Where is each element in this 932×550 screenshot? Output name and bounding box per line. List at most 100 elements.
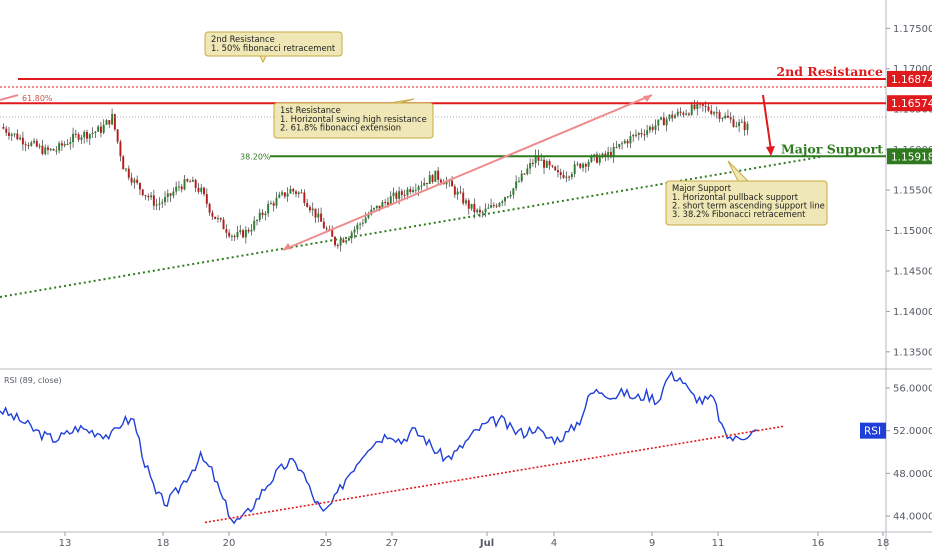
date-tick-label: 11	[712, 538, 725, 549]
candle-body	[275, 197, 278, 206]
candle-body	[490, 205, 493, 208]
candle-body	[568, 176, 571, 178]
candle-body	[136, 179, 139, 183]
candle-body	[715, 112, 718, 114]
price-tick-label: 1.17500	[893, 24, 932, 35]
candle-body	[618, 143, 621, 148]
candle-body	[629, 136, 632, 144]
candle-body	[345, 240, 348, 243]
candle-body	[662, 117, 665, 126]
candle-body	[361, 222, 364, 224]
candle-body	[735, 126, 738, 128]
candle-body	[169, 193, 172, 196]
note-title: 2nd Resistance	[211, 34, 275, 44]
candle-body	[434, 170, 437, 182]
candle-body	[743, 121, 746, 131]
candle-body	[526, 168, 529, 175]
candle-body	[389, 196, 392, 205]
candle-body	[420, 185, 423, 187]
candle-body	[30, 142, 33, 146]
candle-body	[559, 172, 562, 175]
candle-body	[632, 134, 635, 137]
candle-body	[593, 154, 596, 156]
candle-body	[314, 208, 317, 218]
candle-body	[127, 168, 130, 178]
candle-body	[392, 192, 395, 197]
candle-body	[102, 124, 105, 133]
candle-body	[487, 207, 490, 209]
candle-body	[10, 134, 13, 136]
candle-body	[113, 114, 116, 130]
date-tick-label: 18	[877, 538, 890, 549]
candle-body	[194, 179, 197, 188]
candle-body	[481, 212, 484, 214]
candle-body	[289, 188, 292, 194]
candle-body	[55, 150, 58, 152]
candle-body	[203, 187, 206, 195]
price-tag-label: 1.16574	[891, 98, 932, 110]
candle-body	[584, 163, 587, 167]
candle-body	[147, 196, 150, 198]
candle-body	[623, 140, 626, 144]
candle-body	[267, 203, 270, 214]
projection-arrowhead	[766, 146, 775, 156]
candle-body	[598, 157, 601, 163]
candle-body	[473, 203, 476, 213]
candle-body	[99, 126, 102, 133]
candle-body	[492, 205, 495, 207]
candle-body	[738, 122, 741, 127]
candle-body	[311, 208, 314, 211]
candle-body	[253, 220, 256, 230]
candle-body	[256, 219, 258, 221]
candle-body	[467, 200, 470, 209]
candle-body	[682, 112, 685, 115]
candle-body	[205, 194, 208, 204]
candle-body	[306, 203, 309, 208]
candle-body	[242, 230, 245, 238]
extension-arrow-line	[282, 94, 653, 251]
candle-body	[386, 202, 389, 205]
candle-body	[158, 203, 161, 205]
date-tick-label: Jul	[479, 538, 494, 549]
candle-body	[155, 204, 158, 206]
ascending-support-line	[0, 156, 821, 298]
candle-body	[626, 140, 629, 144]
candle-body	[679, 111, 682, 113]
candle-body	[685, 113, 688, 115]
candle-body	[704, 105, 707, 107]
rsi-tick-label: 52.0000	[893, 426, 932, 437]
rsi-current-tag: RSI	[864, 426, 881, 438]
candle-body	[122, 156, 125, 170]
candle-body	[718, 112, 721, 119]
candle-body	[364, 217, 367, 223]
candle-body	[125, 168, 127, 170]
price-tick-label: 1.15000	[893, 226, 932, 237]
candle-body	[2, 126, 5, 129]
candle-body	[19, 137, 22, 140]
candle-body	[297, 192, 300, 194]
candle-body	[177, 186, 180, 188]
candle-body	[83, 131, 86, 138]
candle-body	[317, 213, 320, 218]
candle-body	[395, 192, 398, 199]
candle-body	[509, 194, 512, 197]
candle-body	[88, 134, 91, 139]
candle-body	[635, 134, 637, 136]
candle-body	[724, 115, 727, 119]
candle-body	[141, 189, 144, 196]
candle-body	[710, 110, 713, 114]
note-line: 3. 38.2% Fibonacci retracement	[672, 209, 806, 219]
candle-body	[423, 182, 426, 186]
candle-body	[208, 203, 211, 213]
candle-body	[375, 205, 378, 209]
candle-body	[350, 232, 353, 239]
candle-body	[701, 103, 704, 106]
candle-body	[615, 147, 618, 149]
candle-body	[49, 148, 52, 150]
price-tick-label: 1.17000	[893, 64, 932, 75]
candle-body	[356, 224, 359, 230]
extension-arrowhead-end	[643, 95, 652, 102]
candle-body	[573, 164, 576, 174]
candle-body	[726, 115, 729, 118]
